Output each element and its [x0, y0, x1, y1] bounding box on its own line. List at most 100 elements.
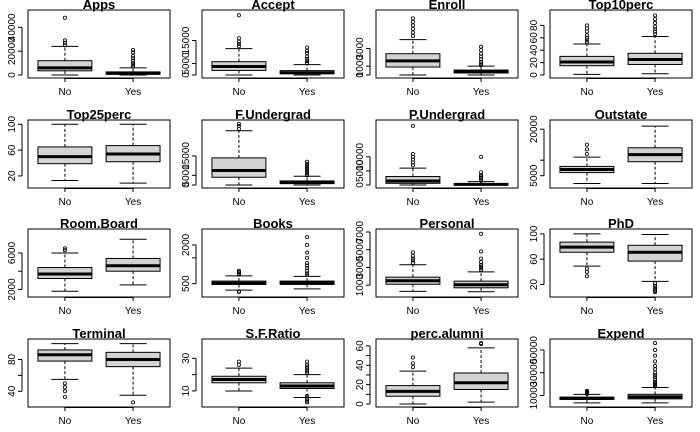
- outlier-point: [131, 62, 136, 67]
- outlier-point: [305, 364, 310, 369]
- y-tick-label: 5000: [529, 164, 540, 187]
- outlier-point: [236, 272, 241, 277]
- outlier-point: [131, 61, 136, 66]
- panel-title: Books: [253, 216, 293, 231]
- panel-title: Room.Board: [60, 216, 138, 231]
- outlier-point: [410, 250, 415, 255]
- outlier-point: [236, 36, 241, 41]
- category-label: No: [407, 87, 420, 98]
- outlier-point: [305, 235, 310, 240]
- category-label: Yes: [473, 87, 489, 98]
- outlier-point: [653, 288, 658, 293]
- panel-title: Enroll: [429, 0, 466, 12]
- y-tick-label: 60: [529, 32, 540, 44]
- category-label: No: [59, 306, 72, 317]
- outlier-point: [131, 400, 136, 405]
- y-tick-label: 60: [7, 144, 18, 156]
- panel-title: Terminal: [72, 326, 125, 341]
- panel-frame: [201, 119, 345, 189]
- y-tick-label: 0: [181, 182, 192, 188]
- panel-title: PhD: [608, 216, 634, 231]
- outlier-point: [653, 283, 658, 288]
- outlier-point: [305, 359, 310, 364]
- panel-title: Top10perc: [589, 0, 654, 12]
- outlier-point: [62, 40, 67, 45]
- panel-title: perc.alumni: [411, 326, 484, 341]
- y-tick-label: 20000: [529, 115, 540, 143]
- panel-title: S.F.Ratio: [246, 326, 301, 341]
- panel-frame: [375, 9, 519, 79]
- outlier-point: [410, 260, 415, 265]
- outlier-point: [584, 142, 589, 147]
- outlier-point: [479, 256, 484, 261]
- y-tick-label: 20000: [7, 37, 18, 65]
- y-tick-label: 0: [355, 401, 366, 407]
- panel-title: Accept: [251, 0, 295, 12]
- outlier-point: [653, 290, 658, 295]
- outlier-point: [305, 263, 310, 268]
- outlier-point: [305, 169, 310, 174]
- outlier-point: [410, 30, 415, 35]
- y-tick-label: 30000: [529, 358, 540, 386]
- outlier-point: [410, 256, 415, 261]
- category-label: No: [233, 416, 246, 427]
- outlier-point: [305, 61, 310, 66]
- outlier-point: [653, 13, 658, 18]
- panel-title: P.Undergrad: [409, 107, 485, 122]
- y-tick-label: 40000: [7, 13, 18, 41]
- outlier-point: [236, 44, 241, 49]
- y-tick-label: 0: [181, 72, 192, 78]
- category-label: No: [407, 306, 420, 317]
- outlier-point: [62, 15, 67, 20]
- outlier-point: [584, 274, 589, 279]
- outlier-point: [305, 54, 310, 59]
- category-label: Yes: [299, 416, 315, 427]
- outlier-point: [62, 394, 67, 399]
- y-tick-label: 15000: [181, 26, 192, 54]
- y-tick-label: 0: [7, 72, 18, 78]
- outlier-point: [584, 269, 589, 274]
- outlier-point: [479, 48, 484, 53]
- outlier-point: [479, 340, 484, 345]
- category-label: No: [407, 416, 420, 427]
- y-tick-label: 5000: [181, 164, 192, 187]
- outlier-point: [653, 377, 658, 382]
- outlier-point: [410, 258, 415, 263]
- outlier-point: [236, 362, 241, 367]
- outlier-point: [236, 13, 241, 18]
- outlier-point: [305, 173, 310, 178]
- outlier-point: [584, 23, 589, 28]
- outlier-point: [410, 16, 415, 21]
- outlier-point: [653, 287, 658, 292]
- y-tick-label: 30: [181, 352, 192, 364]
- outlier-point: [131, 47, 136, 52]
- category-label: No: [581, 416, 594, 427]
- outlier-point: [131, 50, 136, 55]
- y-tick-label: 5000: [355, 159, 366, 182]
- y-tick-label: 60: [355, 340, 366, 352]
- y-tick-label: 10000: [529, 381, 540, 409]
- outlier-point: [410, 23, 415, 28]
- outlier-point: [236, 359, 241, 364]
- y-tick-label: 80: [7, 353, 18, 365]
- outlier-point: [305, 56, 310, 61]
- category-label: Yes: [299, 306, 315, 317]
- outlier-point: [653, 17, 658, 22]
- panel-frame: [201, 228, 345, 298]
- outlier-point: [584, 38, 589, 43]
- outlier-point: [62, 389, 67, 394]
- category-label: Yes: [473, 306, 489, 317]
- panel-title: Apps: [83, 0, 116, 12]
- outlier-point: [305, 165, 310, 170]
- outlier-point: [653, 27, 658, 32]
- outlier-point: [62, 43, 67, 48]
- y-tick-label: 1000: [355, 274, 366, 297]
- category-label: No: [407, 197, 420, 208]
- y-tick-label: 10: [181, 385, 192, 397]
- outlier-point: [479, 174, 484, 179]
- outlier-point: [236, 121, 241, 126]
- outlier-point: [305, 260, 310, 265]
- outlier-point: [584, 40, 589, 45]
- outlier-point: [653, 32, 658, 37]
- outlier-point: [236, 123, 241, 128]
